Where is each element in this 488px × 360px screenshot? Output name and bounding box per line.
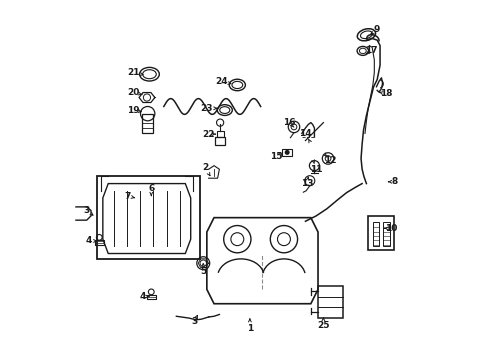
Bar [372,222,378,246]
Text: 22: 22 [202,130,214,139]
Text: 11: 11 [309,165,322,174]
Text: 19: 19 [127,105,140,114]
Bar [214,137,225,145]
Text: 13: 13 [301,179,313,188]
Text: 8: 8 [391,177,397,186]
Text: 4: 4 [139,292,145,301]
Text: 16: 16 [283,118,295,127]
Text: 3: 3 [191,317,197,326]
Text: 14: 14 [299,129,311,138]
Text: 23: 23 [200,104,213,113]
Text: 12: 12 [324,156,336,165]
Circle shape [284,150,289,155]
Text: 1: 1 [246,324,252,333]
Text: 7: 7 [124,192,131,201]
Text: 2: 2 [202,163,208,172]
Text: 5: 5 [200,267,206,276]
Text: 24: 24 [214,77,227,86]
Text: 15: 15 [270,152,283,161]
Bar [94,240,104,244]
Bar [142,114,153,134]
Text: 25: 25 [317,321,329,330]
Bar [216,131,223,137]
Text: 20: 20 [127,87,139,96]
Bar [367,216,393,250]
Text: 10: 10 [385,224,397,233]
Text: 9: 9 [373,25,380,34]
Bar [317,286,343,318]
Bar [383,222,389,246]
Text: 18: 18 [379,89,391,98]
Bar [146,295,156,299]
Text: 21: 21 [127,68,139,77]
Bar [282,149,292,156]
Bar [97,176,199,259]
Text: 17: 17 [365,46,377,55]
Text: 4: 4 [85,237,92,246]
Text: 3: 3 [83,206,90,215]
Text: 6: 6 [148,184,154,193]
